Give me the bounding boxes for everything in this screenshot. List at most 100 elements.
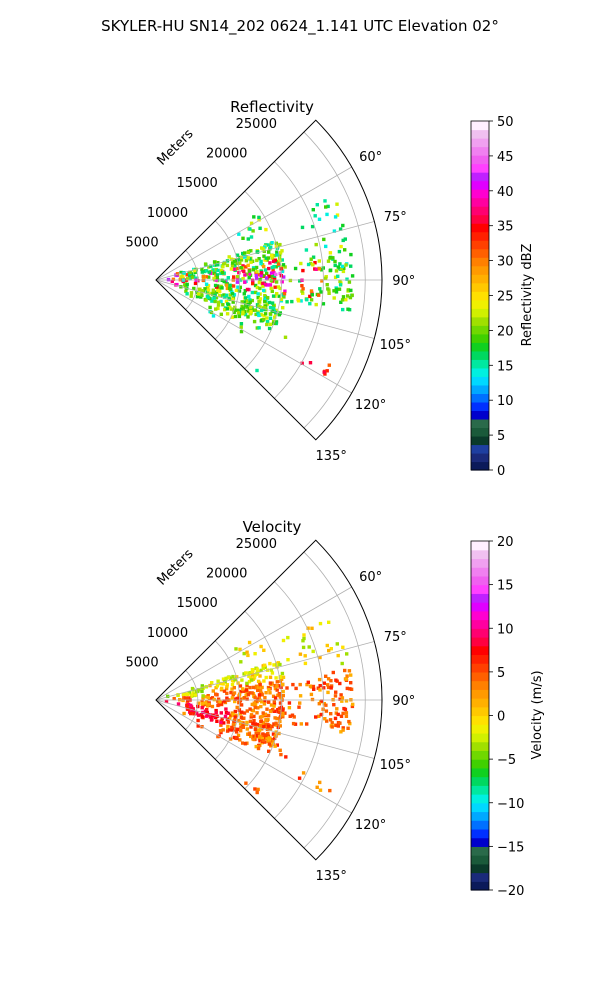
echo-cell xyxy=(268,322,273,326)
echo-cell xyxy=(253,727,258,731)
echo-cell xyxy=(182,711,186,716)
azimuth-tick-label: 120° xyxy=(355,398,386,413)
echo-cell xyxy=(222,293,226,297)
echo-cell xyxy=(326,287,330,291)
echo-cell xyxy=(341,307,345,312)
echo-cell xyxy=(238,285,242,289)
colorbar-segment xyxy=(471,121,489,131)
echo-cell xyxy=(256,679,261,684)
echo-cell xyxy=(279,297,283,302)
echo-cell xyxy=(231,300,235,304)
echo-cell xyxy=(184,692,188,696)
echo-cell xyxy=(288,278,293,283)
echo-cell xyxy=(338,283,343,287)
echo-cell xyxy=(281,708,285,712)
reflectivity-colorbar: Reflectivity dBZ 0 5 10 15 20 25 30 35 40 45 50 xyxy=(470,115,535,479)
echo-cell xyxy=(189,711,193,716)
echo-cell xyxy=(272,663,276,667)
colorbar-tick-label: 5 xyxy=(497,666,505,681)
echo-cell xyxy=(273,315,277,319)
colorbar-segment xyxy=(471,732,489,743)
echo-cell xyxy=(349,288,353,293)
echo-cell xyxy=(239,258,244,262)
echo-cell xyxy=(227,303,231,307)
echo-cell xyxy=(210,704,215,709)
echo-cell xyxy=(272,709,277,713)
echo-cell xyxy=(278,675,282,679)
echo-cell xyxy=(234,288,239,292)
echo-cell xyxy=(252,714,256,719)
echo-cell xyxy=(328,268,333,272)
echo-cell xyxy=(259,261,263,266)
figure-suptitle: SKYLER-HU SN14_202 0624_1.141 UTC Elevat… xyxy=(101,17,499,36)
colorbar-segment xyxy=(471,863,489,874)
echo-cell xyxy=(256,746,261,751)
echo-cell xyxy=(263,733,267,737)
echo-cell xyxy=(335,707,339,711)
echo-cell xyxy=(217,286,221,290)
echo-cell xyxy=(210,681,214,685)
echo-cell xyxy=(230,261,235,265)
echo-cell xyxy=(192,712,196,716)
echo-cell xyxy=(221,728,225,732)
echo-cell xyxy=(250,670,255,674)
echo-cell xyxy=(298,694,303,698)
echo-cell xyxy=(301,771,306,775)
colorbar-segment xyxy=(471,282,489,292)
echo-cell xyxy=(235,705,239,710)
echo-cell xyxy=(240,678,244,682)
echo-cell xyxy=(256,728,260,732)
echo-cell xyxy=(291,721,296,726)
colorbar-segment xyxy=(471,610,489,621)
echo-cell xyxy=(280,671,285,676)
velocity-colorbar: Velocity (m/s) −20 −15 −10 −5 0 5 10 15 20 xyxy=(470,535,545,899)
echo-cell xyxy=(255,697,260,701)
echo-cell xyxy=(351,702,355,707)
radial-tick-label: 5000 xyxy=(126,235,159,250)
azimuth-tick-label: 75° xyxy=(384,210,407,225)
echo-cell xyxy=(170,279,174,284)
echo-cell xyxy=(239,715,244,719)
echo-cell xyxy=(258,739,262,743)
echo-cell xyxy=(333,215,338,219)
echo-cell xyxy=(249,235,254,239)
echo-cell xyxy=(231,284,236,288)
echo-cell xyxy=(338,279,342,284)
echo-cell xyxy=(251,685,256,690)
echo-cell xyxy=(247,294,251,299)
echo-cell xyxy=(245,709,249,713)
echo-cell xyxy=(260,693,264,697)
echo-cell xyxy=(325,212,329,217)
echo-cell xyxy=(259,644,263,649)
colorbar-segment xyxy=(471,750,489,760)
echo-cell xyxy=(224,299,229,304)
colorbar-tick-label: 15 xyxy=(497,579,514,594)
colorbar-tick-label: 20 xyxy=(497,324,514,339)
echo-cell xyxy=(251,723,255,727)
echo-cell xyxy=(327,291,331,295)
echo-cell xyxy=(257,215,261,220)
echo-cell xyxy=(239,729,243,733)
echo-cell xyxy=(214,267,218,272)
echo-cell xyxy=(245,727,249,731)
echo-cell xyxy=(255,258,259,263)
echo-cell xyxy=(340,696,345,700)
echo-cell xyxy=(270,253,274,258)
colorbar-segment xyxy=(471,180,489,190)
echo-cell xyxy=(189,294,193,298)
echo-cell xyxy=(213,293,217,297)
colorbar-segment xyxy=(471,828,489,839)
echo-cell xyxy=(329,684,334,688)
echo-cell xyxy=(276,723,280,727)
echo-cell xyxy=(349,252,353,257)
echo-cell xyxy=(320,268,324,272)
echo-cell xyxy=(332,229,337,233)
echo-cell xyxy=(269,668,274,672)
echo-cell xyxy=(229,267,234,271)
velocity-polar-grid xyxy=(155,539,383,861)
echo-cell xyxy=(274,244,279,249)
echo-cell xyxy=(317,677,322,682)
echo-cell xyxy=(237,701,241,705)
echo-cell xyxy=(264,227,268,232)
azimuth-line-75° xyxy=(155,221,375,281)
